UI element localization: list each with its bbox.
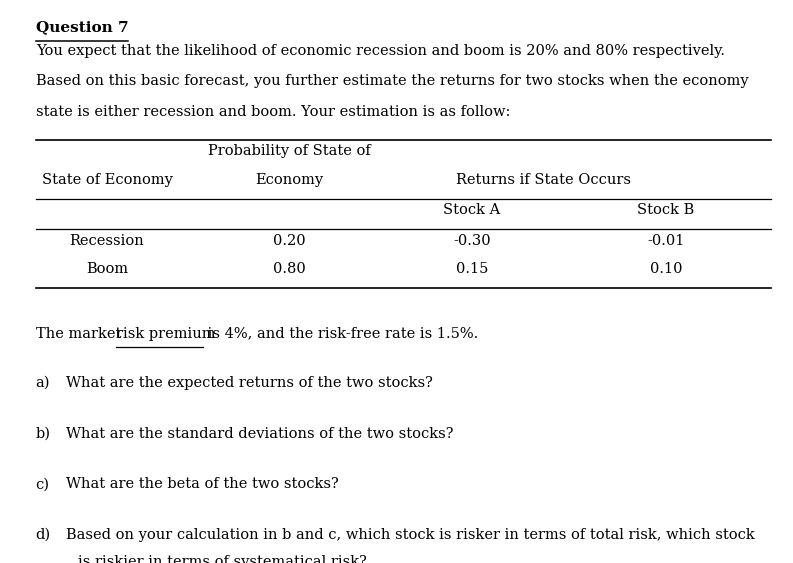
Text: Stock A: Stock A: [443, 203, 500, 217]
Text: Economy: Economy: [255, 173, 324, 187]
Text: state is either recession and boom. Your estimation is as follow:: state is either recession and boom. Your…: [36, 105, 510, 119]
Text: 0.20: 0.20: [273, 234, 306, 248]
Text: d): d): [36, 528, 51, 542]
Text: What are the expected returns of the two stocks?: What are the expected returns of the two…: [66, 376, 433, 390]
Text: Recession: Recession: [70, 234, 144, 248]
Text: What are the standard deviations of the two stocks?: What are the standard deviations of the …: [66, 427, 454, 441]
Text: You expect that the likelihood of economic recession and boom is 20% and 80% res: You expect that the likelihood of econom…: [36, 44, 725, 58]
Text: Boom: Boom: [86, 262, 128, 276]
Text: Returns if State Occurs: Returns if State Occurs: [456, 173, 630, 187]
Text: Stock B: Stock B: [638, 203, 695, 217]
Text: a): a): [36, 376, 50, 390]
Text: b): b): [36, 427, 51, 441]
Text: is riskier in terms of systematical risk?: is riskier in terms of systematical risk…: [78, 555, 366, 563]
Text: -0.30: -0.30: [453, 234, 491, 248]
Text: 0.15: 0.15: [456, 262, 488, 276]
Text: State of Economy: State of Economy: [41, 173, 173, 187]
Text: 0.80: 0.80: [273, 262, 306, 276]
Text: risk premium: risk premium: [116, 327, 216, 341]
Text: The market: The market: [36, 327, 125, 341]
Text: Question 7: Question 7: [36, 20, 128, 34]
Text: Based on this basic forecast, you further estimate the returns for two stocks wh: Based on this basic forecast, you furthe…: [36, 74, 749, 88]
Text: is 4%, and the risk-free rate is 1.5%.: is 4%, and the risk-free rate is 1.5%.: [204, 327, 479, 341]
Text: Based on your calculation in b and c, which stock is risker in terms of total ri: Based on your calculation in b and c, wh…: [66, 528, 755, 542]
Text: Probability of State of: Probability of State of: [208, 144, 371, 158]
Text: 0.10: 0.10: [650, 262, 682, 276]
Text: What are the beta of the two stocks?: What are the beta of the two stocks?: [66, 477, 339, 491]
Text: c): c): [36, 477, 50, 491]
Text: -0.01: -0.01: [647, 234, 685, 248]
